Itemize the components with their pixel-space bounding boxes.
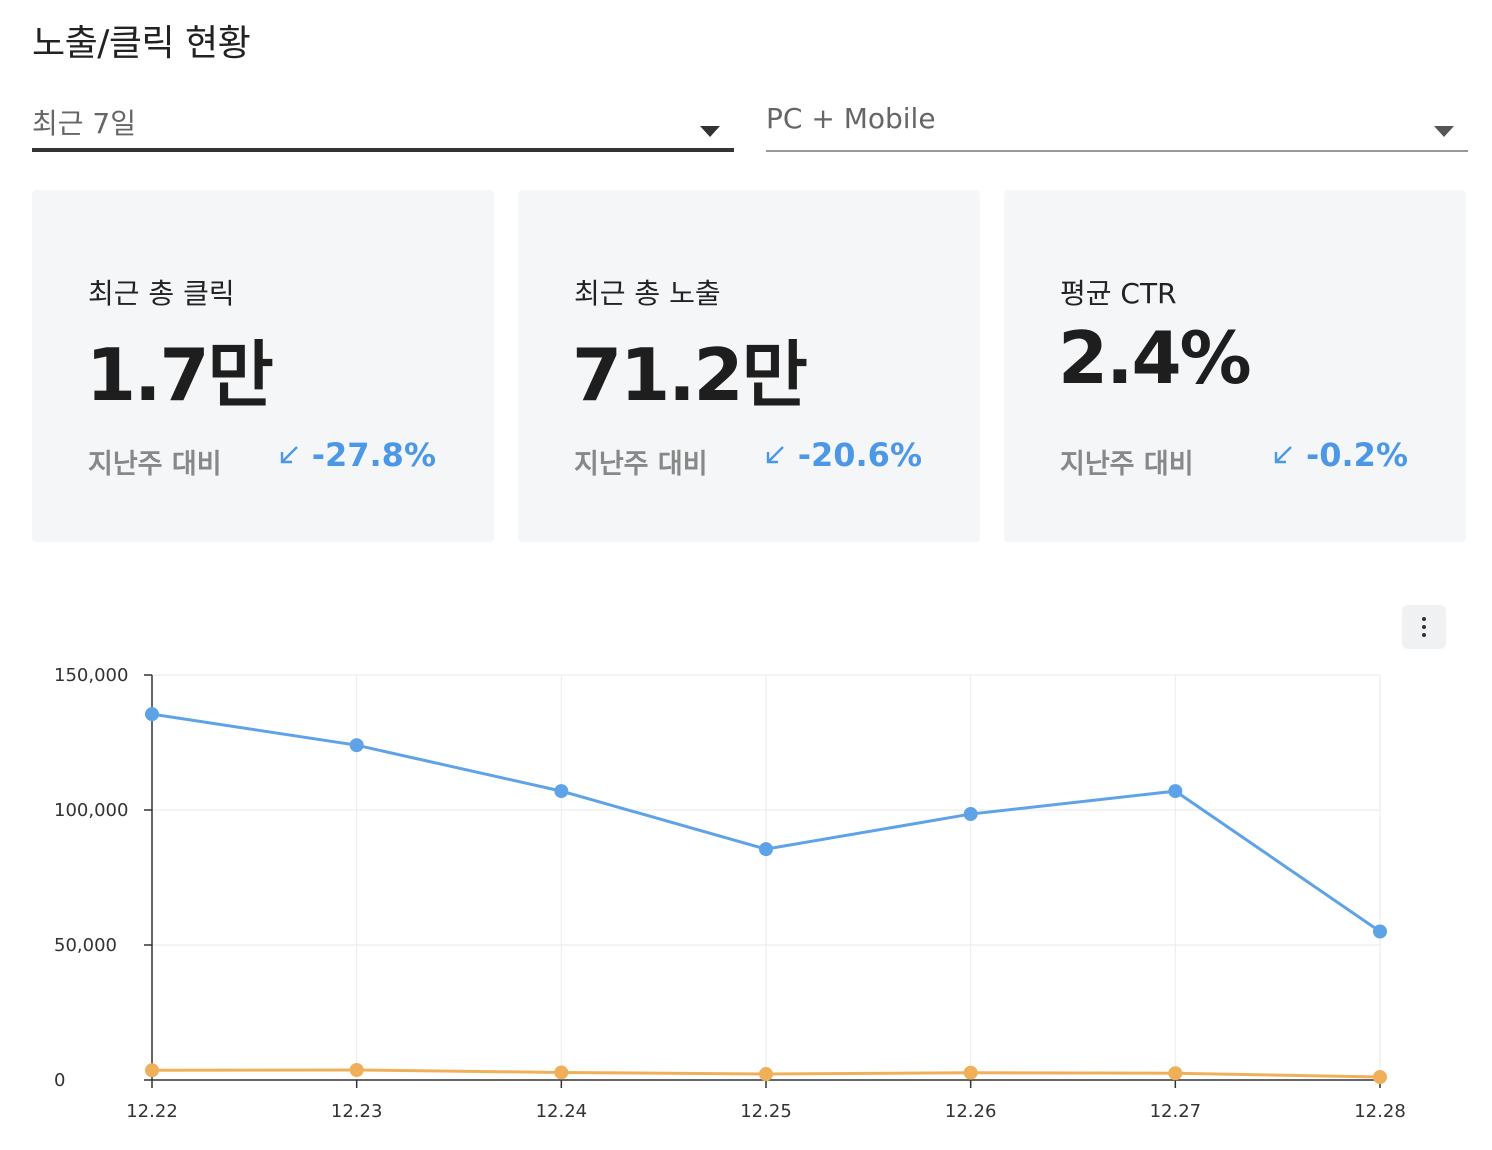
device-select-value: PC + Mobile [766,102,936,135]
page-title: 노출/클릭 현황 [32,23,251,64]
data-point-impressions [349,738,364,753]
arrow-down-left-icon [1274,446,1292,464]
card-label: 최근 총 클릭 [88,277,235,310]
card-label: 최근 총 노출 [574,277,721,310]
x-tick-label: 12.27 [1150,1101,1202,1122]
y-tick-label: 150,000 [54,665,128,686]
data-point-clicks [145,1063,159,1078]
ctr-card: 평균 CTR 2.4% 지난주 대비 -0.2% [1004,190,1466,542]
y-tick-label: 50,000 [54,935,117,956]
impressions-card: 최근 총 노출 71.2만 지난주 대비 -20.6% [518,190,980,542]
data-point-impressions [1373,924,1387,939]
card-value: 1.7만 [86,333,274,417]
x-tick-label: 12.28 [1354,1101,1406,1122]
x-tick-label: 12.25 [740,1101,792,1122]
clicks-card: 최근 총 클릭 1.7만 지난주 대비 -27.8% [32,190,494,542]
card-delta: -0.2% [1272,436,1408,474]
period-select[interactable]: 최근 7일 [32,96,734,152]
data-point-impressions [554,784,569,799]
chevron-down-icon [700,126,720,137]
arrow-down-left-icon [766,446,784,464]
y-tick-label: 100,000 [54,800,128,821]
data-point-impressions [963,807,978,822]
card-label: 평균 CTR [1060,277,1177,310]
card-delta-value: -0.2% [1305,436,1408,474]
card-delta-value: -20.6% [797,436,922,474]
data-point-clicks [1373,1070,1387,1085]
card-value: 71.2만 [572,333,808,417]
card-delta-value: -27.8% [311,436,436,474]
period-select-value: 최근 7일 [32,107,136,140]
more-vertical-icon [1422,625,1426,629]
data-point-impressions [1168,784,1183,799]
x-tick-label: 12.22 [126,1101,178,1122]
chevron-down-icon [1434,126,1454,137]
data-point-clicks [1168,1066,1183,1081]
data-point-clicks [554,1065,569,1080]
x-tick-label: 12.24 [536,1101,588,1122]
x-tick-label: 12.26 [945,1101,997,1122]
data-point-impressions [145,707,159,722]
card-delta: -20.6% [764,436,922,474]
card-compare-label: 지난주 대비 [88,449,222,480]
data-point-clicks [759,1067,773,1082]
chart-menu-button[interactable] [1402,605,1446,649]
data-point-clicks [349,1063,364,1078]
more-vertical-icon [1422,617,1426,621]
card-value: 2.4% [1058,316,1252,400]
y-tick-label: 0 [54,1070,65,1091]
arrow-down-left-icon [280,446,298,464]
card-compare-label: 지난주 대비 [574,449,708,480]
data-point-impressions [759,842,773,857]
data-point-clicks [963,1065,978,1080]
card-delta: -27.8% [278,436,436,474]
more-vertical-icon [1422,633,1426,637]
device-select[interactable]: PC + Mobile [766,96,1468,152]
card-compare-label: 지난주 대비 [1060,449,1194,480]
x-tick-label: 12.23 [331,1101,383,1122]
